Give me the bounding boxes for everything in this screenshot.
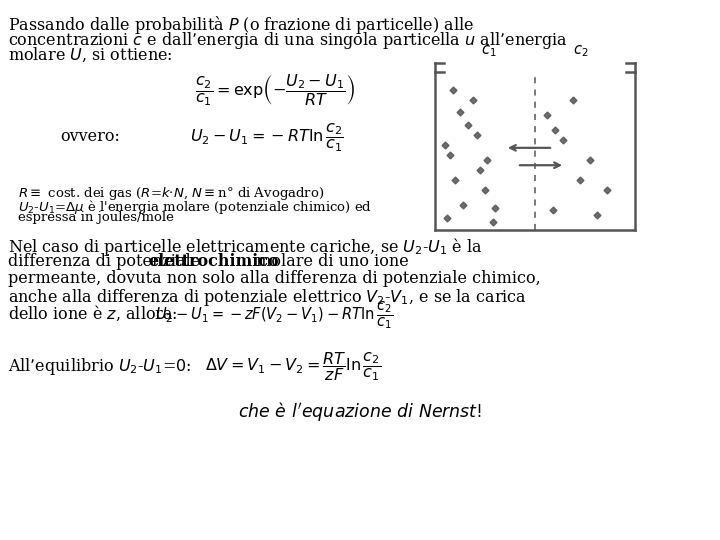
Text: $U_2-U_1 = -RT\ln\dfrac{c_2}{c_1}$: $U_2-U_1 = -RT\ln\dfrac{c_2}{c_1}$ bbox=[190, 122, 344, 154]
Text: espressa in joules/mole: espressa in joules/mole bbox=[18, 211, 174, 224]
Text: molare di uno ione: molare di uno ione bbox=[251, 253, 409, 270]
Text: All’equilibrio $U_2$-$U_1$=$0$:: All’equilibrio $U_2$-$U_1$=$0$: bbox=[8, 356, 192, 377]
Text: $\Delta V = V_1-V_2 = \dfrac{RT}{zF}\ln\dfrac{c_2}{c_1}$: $\Delta V = V_1-V_2 = \dfrac{RT}{zF}\ln\… bbox=[205, 350, 382, 383]
Text: dello ione è $z$, allora:: dello ione è $z$, allora: bbox=[8, 304, 178, 323]
Text: molare $U$, si ottiene:: molare $U$, si ottiene: bbox=[8, 46, 173, 64]
Text: ovvero:: ovvero: bbox=[60, 128, 120, 145]
Text: permeante, dovuta non solo alla differenza di potenziale chimico,: permeante, dovuta non solo alla differen… bbox=[8, 270, 541, 287]
Text: Nel caso di particelle elettricamente cariche, se $U_2$-$U_1$ è la: Nel caso di particelle elettricamente ca… bbox=[8, 236, 482, 258]
Text: $U_2-U_1 = -zF(V_2-V_1) - RT\ln\dfrac{c_2}{c_1}$: $U_2-U_1 = -zF(V_2-V_1) - RT\ln\dfrac{c_… bbox=[155, 299, 393, 331]
Text: elettrochimico: elettrochimico bbox=[148, 253, 279, 270]
Text: $c_1$: $c_1$ bbox=[481, 43, 497, 59]
Text: differenza di potenziale: differenza di potenziale bbox=[8, 253, 205, 270]
Text: $\mathbf{\mathit{che\ è\ l'equazione\ di\ Nernst!}}$: $\mathbf{\mathit{che\ è\ l'equazione\ di… bbox=[238, 400, 482, 423]
Text: anche alla differenza di potenziale elettrico $V_2$-$V_1$, e se la carica: anche alla differenza di potenziale elet… bbox=[8, 287, 527, 308]
Text: Passando dalle probabilità $P$ (o frazione di particelle) alle: Passando dalle probabilità $P$ (o frazio… bbox=[8, 14, 474, 36]
Text: $R \equiv$ cost. dei gas ($R$=$k{\cdot}N$, $N{\equiv}$n° di Avogadro): $R \equiv$ cost. dei gas ($R$=$k{\cdot}N… bbox=[18, 185, 324, 202]
Text: $\dfrac{c_2}{c_1} = \exp\!\left(-\dfrac{U_2-U_1}{RT}\right)$: $\dfrac{c_2}{c_1} = \exp\!\left(-\dfrac{… bbox=[195, 72, 356, 107]
Text: $c_2$: $c_2$ bbox=[573, 43, 589, 59]
Text: concentrazioni $c$ e dall’energia di una singola particella $u$ all’energia: concentrazioni $c$ e dall’energia di una… bbox=[8, 30, 568, 51]
Text: $U_2$-$U_1$=$\Delta\mu$ è l'energia molare (potenziale chimico) ed: $U_2$-$U_1$=$\Delta\mu$ è l'energia mola… bbox=[18, 198, 372, 216]
